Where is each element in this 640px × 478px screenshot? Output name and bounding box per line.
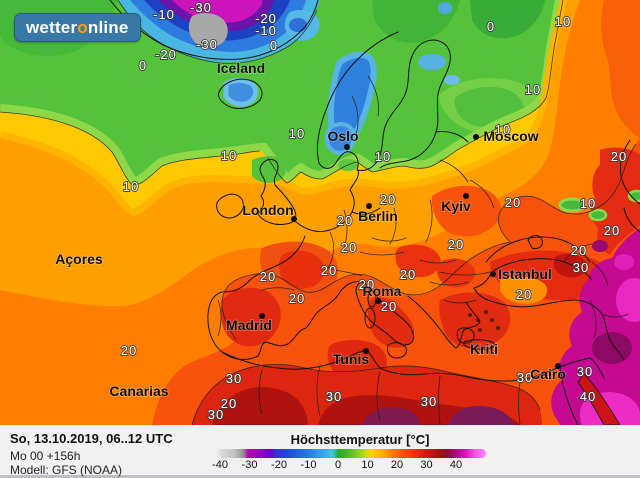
logo-accent-letter: o: [77, 17, 88, 37]
isotherm-value-label: 20: [121, 343, 137, 358]
city-label: Canarias: [109, 383, 168, 399]
city-label: Roma: [363, 283, 402, 299]
valid-time-label: So, 13.10.2019, 06..12 UTC: [10, 431, 173, 446]
isotherm-value-label: -30: [196, 37, 218, 52]
isotherm-value-label: 20: [381, 299, 397, 314]
city-label: Madrid: [226, 317, 272, 333]
isotherm-value-label: -10: [255, 23, 277, 38]
isotherm-value-label: 0: [487, 19, 495, 34]
legend-tick: -30: [241, 459, 258, 471]
isotherm-value-label: 10: [555, 14, 571, 29]
isotherm-value-label: 30: [226, 371, 242, 386]
city-label: Istanbul: [498, 266, 552, 282]
legend-title: Höchsttemperatur [°C]: [290, 432, 430, 447]
isotherm-value-label: 20: [516, 287, 532, 302]
isotherm-value-label: 20: [221, 396, 237, 411]
city-label: Oslo: [327, 128, 358, 144]
legend-tick: 10: [361, 459, 374, 471]
isotherm-value-label: 20: [260, 269, 276, 284]
city-label: Moscow: [483, 128, 538, 144]
city-marker-dot: [473, 134, 479, 140]
city-label: Tunis: [333, 351, 370, 367]
isotherm-value-label: 20: [337, 213, 353, 228]
temperature-field: [0, 0, 640, 425]
logo-text-left: wetter: [26, 17, 78, 37]
isotherm-value-label: 40: [580, 389, 596, 404]
legend-tick: 40: [449, 459, 463, 471]
isotherm-value-label: 20: [604, 223, 620, 238]
status-bar: So, 13.10.2019, 06..12 UTC Mo 00 +156h M…: [0, 425, 640, 478]
isotherm-value-label: -30: [190, 0, 212, 15]
city-label: Kyiv: [441, 198, 471, 214]
isotherm-value-label: 20: [380, 192, 396, 207]
legend-tick: 30: [420, 459, 433, 471]
isotherm-value-label: 30: [577, 364, 593, 379]
city-marker-dot: [291, 216, 297, 222]
isotherm-value-label: 20: [289, 291, 305, 306]
isotherm-value-label: 0: [139, 58, 147, 73]
city-label: Berlin: [358, 208, 398, 224]
isotherm-value-label: 30: [421, 394, 437, 409]
isotherm-value-label: 30: [326, 389, 342, 404]
city-label: Iceland: [217, 60, 265, 76]
city-marker-dot: [490, 271, 496, 277]
isotherm-value-label: 20: [341, 240, 357, 255]
legend-color-scale: [216, 449, 486, 458]
isotherm-value-label: 20: [505, 195, 521, 210]
logo-text-right: nline: [87, 17, 129, 37]
isotherm-value-label: 20: [448, 237, 464, 252]
isotherm-value-label: 20: [359, 277, 375, 292]
isotherm-value-label: -10: [153, 7, 175, 22]
isotherm-value-label: 10: [375, 149, 391, 164]
country-borders: [217, 75, 629, 425]
isotherm-value-label: 30: [573, 260, 589, 275]
isotherm-value-label: -20: [155, 47, 177, 62]
city-marker-dot: [366, 203, 372, 209]
isotherm-value-label: 20: [321, 263, 337, 278]
isotherm-value-label: 10: [580, 196, 596, 211]
isotherm-value-label: 10: [123, 179, 139, 194]
isotherm-value-label: 10: [525, 82, 541, 97]
isotherm-value-label: 20: [400, 267, 416, 282]
city-marker-dot: [375, 298, 381, 304]
isotherm-value-label: 20: [611, 149, 627, 164]
isotherm-value-label: 10: [495, 122, 511, 137]
legend-tick: 20: [390, 459, 404, 471]
wetteronline-logo[interactable]: wetter o nline: [14, 13, 141, 42]
city-marker-dot: [259, 313, 265, 319]
city-label: Açores: [55, 251, 103, 267]
city-marker-dot: [555, 363, 561, 369]
isotherm-value-label: 10: [289, 126, 305, 141]
isotherm-value-label: 30: [208, 407, 224, 422]
city-marker-dot: [463, 193, 469, 199]
city-labels: Iceland Oslo Moscow London Berlin Kyiv Açores I…: [55, 59, 567, 399]
isotherm-value-label: 0: [270, 38, 278, 53]
city-marker-dot: [363, 348, 369, 354]
city-label: Kriti: [470, 341, 498, 357]
city-label: Cairo: [530, 366, 566, 382]
isotherm-value-label: 20: [571, 243, 587, 258]
legend-tick: -20: [271, 459, 287, 471]
model-label: Modell: GFS (NOAA): [10, 463, 123, 477]
isotherm-value-label: 30: [517, 370, 533, 385]
city-label: London: [242, 202, 293, 218]
legend-tick: -10: [300, 459, 317, 471]
isotherm-value-label: 10: [221, 148, 237, 163]
city-marker-dot: [344, 144, 350, 150]
legend-tick: -40: [212, 459, 228, 471]
legend-tick: 0: [334, 459, 342, 471]
forecast-run-label: Mo 00 +156h: [10, 449, 81, 463]
isotherm-value-label: -20: [255, 11, 277, 26]
